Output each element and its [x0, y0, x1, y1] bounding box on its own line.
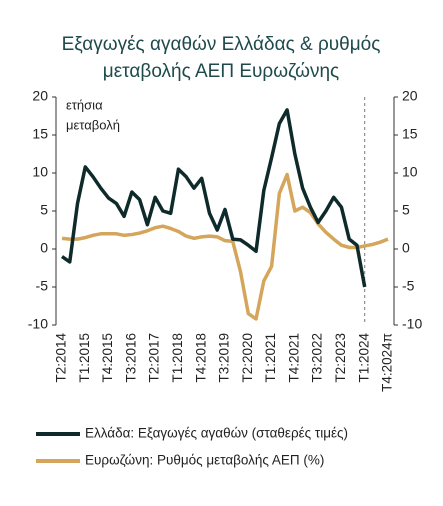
y-tick-label: -10 — [28, 316, 48, 332]
y2-tick-label: 5 — [402, 202, 410, 218]
y2-tick-label: 0 — [402, 240, 410, 256]
x-tick-label: T4:2024π — [380, 333, 395, 392]
x-tick-label: T4:2018 — [193, 333, 208, 383]
legend-label: Ευρωζώνη: Ρυθμός μεταβολής ΑΕΠ (%) — [85, 453, 324, 468]
annotation: ετήσια — [66, 97, 103, 112]
y2-tick-label: -10 — [402, 316, 422, 332]
x-tick-label: T4:2015 — [100, 333, 115, 383]
x-tick-label: T1:2021 — [263, 333, 278, 383]
y-tick-label: 10 — [32, 164, 48, 180]
y2-tick-label: 10 — [402, 164, 418, 180]
chart-title: μεταβολής ΑΕΠ Ευρωζώνης — [103, 61, 339, 82]
x-tick-label: T3:2016 — [123, 333, 138, 383]
x-tick-label: T2:2020 — [240, 333, 255, 383]
series-line — [61, 108, 367, 288]
chart-title: Εξαγωγές αγαθών Ελλάδας & ρυθμός — [62, 34, 381, 55]
series-line — [61, 172, 389, 321]
x-tick-label: T2:2017 — [147, 333, 162, 383]
y2-tick-label: -5 — [402, 278, 415, 294]
y-tick-label: -5 — [36, 278, 49, 294]
y-tick-label: 5 — [40, 202, 48, 218]
x-tick-label: T1:2015 — [77, 333, 92, 383]
x-tick-label: T2:2014 — [54, 333, 69, 383]
annotation: μεταβολή — [66, 117, 120, 132]
y2-tick-label: 20 — [402, 88, 418, 104]
y-tick-label: 20 — [32, 88, 48, 104]
x-tick-label: T2:2023 — [333, 333, 348, 383]
x-tick-label: T3:2019 — [217, 333, 232, 383]
x-tick-label: T1:2024 — [356, 333, 371, 383]
y2-tick-label: 15 — [402, 126, 418, 142]
x-tick-label: T4:2021 — [286, 333, 301, 383]
legend-label: Ελλάδα: Εξαγωγές αγαθών (σταθερές τιμές) — [85, 426, 348, 441]
x-tick-label: T1:2018 — [170, 333, 185, 383]
y-tick-label: 15 — [32, 126, 48, 142]
x-tick-label: T3:2022 — [310, 333, 325, 383]
y-tick-label: 0 — [40, 240, 48, 256]
